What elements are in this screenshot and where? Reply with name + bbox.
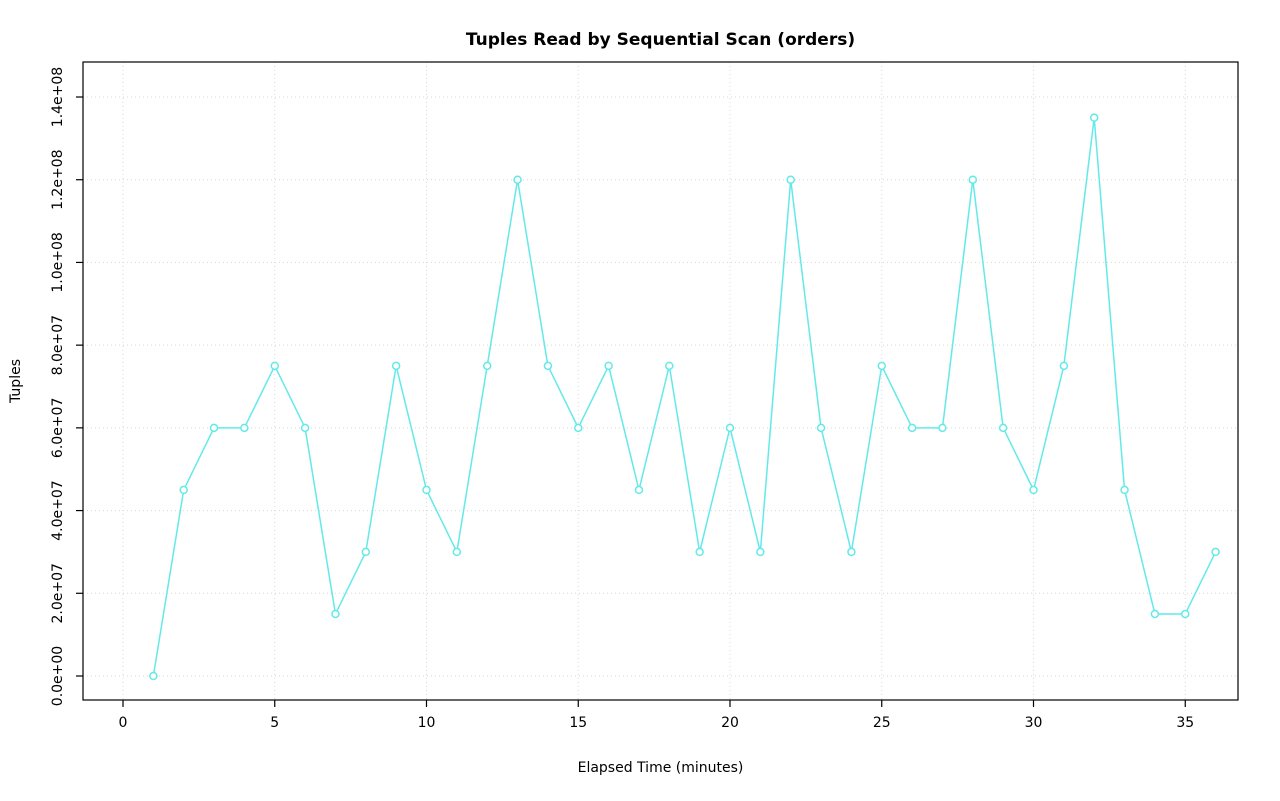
data-point-marker bbox=[422, 485, 431, 495]
data-point-marker bbox=[240, 423, 249, 433]
data-point-marker bbox=[543, 361, 553, 371]
data-point-marker bbox=[331, 609, 340, 619]
data-point-marker bbox=[634, 485, 644, 495]
data-point-marker bbox=[1181, 609, 1190, 619]
data-point-marker bbox=[574, 423, 583, 433]
data-point-marker bbox=[179, 485, 188, 495]
y-tick-label: 1.0e+08 bbox=[50, 232, 66, 292]
series-line bbox=[152, 116, 1217, 677]
data-point-marker bbox=[1211, 547, 1220, 557]
y-tick-label: 0.0e+00 bbox=[50, 646, 66, 706]
data-point-marker bbox=[361, 547, 371, 557]
data-point-marker bbox=[816, 423, 826, 433]
x-axis-label: Elapsed Time (minutes) bbox=[577, 760, 744, 776]
data-point-marker bbox=[300, 423, 310, 433]
data-point-marker bbox=[270, 361, 279, 371]
y-tick-label: 1.2e+08 bbox=[50, 149, 66, 209]
data-point-marker bbox=[725, 423, 735, 433]
y-tick-label: 6.0e+07 bbox=[50, 398, 66, 458]
x-tick-label: 0 bbox=[119, 715, 128, 731]
data-point-marker bbox=[938, 423, 947, 433]
data-point-marker bbox=[756, 547, 765, 557]
y-tick-label: 4.0e+07 bbox=[50, 480, 66, 540]
data-point-marker bbox=[695, 547, 704, 557]
data-point-marker bbox=[209, 423, 219, 433]
data-point-marker bbox=[391, 361, 401, 371]
plot-border bbox=[82, 61, 1239, 701]
data-point-marker bbox=[1059, 361, 1069, 371]
data-point-marker bbox=[1150, 609, 1160, 619]
chart-title: Tuples Read by Sequential Scan (orders) bbox=[465, 30, 856, 50]
data-point-marker bbox=[513, 175, 522, 184]
data-point-marker bbox=[1089, 113, 1099, 122]
y-axis-label: Tuples bbox=[8, 359, 25, 403]
data-point-marker bbox=[1120, 485, 1129, 495]
data-point-marker bbox=[786, 175, 795, 184]
data-point-marker bbox=[968, 175, 978, 184]
data-point-marker bbox=[907, 423, 917, 433]
x-tick-label: 35 bbox=[1176, 715, 1194, 731]
data-point-marker bbox=[482, 361, 492, 371]
y-axis-label-container: Tuples bbox=[0, 0, 32, 762]
y-tick-label: 1.4e+08 bbox=[50, 67, 66, 127]
data-point-marker bbox=[998, 423, 1008, 433]
x-tick-label: 15 bbox=[569, 715, 587, 731]
data-point-marker bbox=[665, 361, 674, 371]
y-tick-label: 8.0e+07 bbox=[50, 315, 66, 375]
x-tick-label: 10 bbox=[418, 715, 436, 731]
data-point-marker bbox=[604, 361, 613, 371]
x-tick-label: 20 bbox=[721, 715, 739, 731]
data-point-marker bbox=[877, 361, 886, 371]
data-point-marker bbox=[149, 671, 158, 681]
x-tick-label: 30 bbox=[1025, 715, 1043, 731]
data-point-marker bbox=[847, 547, 856, 557]
x-tick-label: 25 bbox=[873, 715, 891, 731]
x-tick-label: 5 bbox=[270, 715, 279, 731]
data-point-marker bbox=[1029, 485, 1038, 495]
data-point-marker bbox=[452, 547, 462, 557]
y-tick-label: 2.0e+07 bbox=[50, 563, 66, 623]
